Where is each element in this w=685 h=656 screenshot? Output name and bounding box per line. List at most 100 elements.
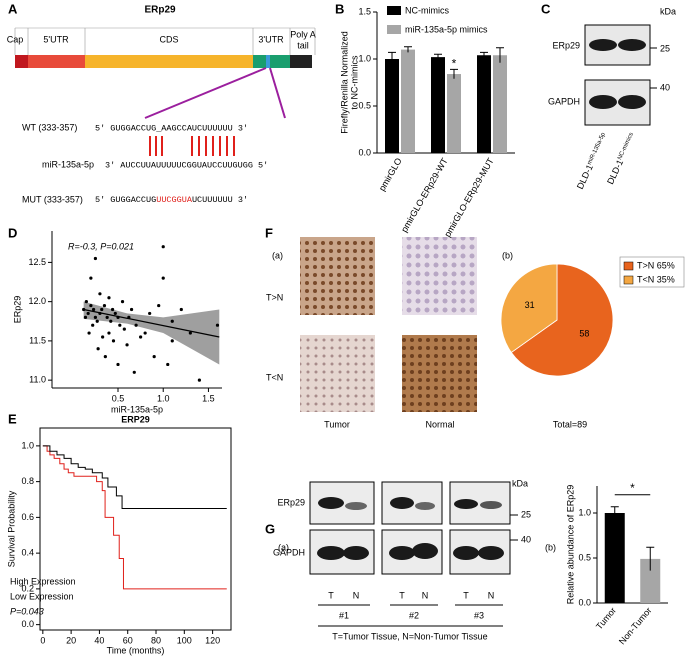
marker-label: 40 <box>521 534 531 544</box>
error-bar <box>404 46 412 53</box>
gene-title: ERp29 <box>144 5 176 16</box>
point <box>157 303 161 308</box>
unit-label: kDa <box>512 478 528 488</box>
x-tick-label: pmirGLO <box>377 156 404 193</box>
binding-site <box>266 55 270 68</box>
bar <box>477 55 491 153</box>
y-tick-label: 11.0 <box>29 375 46 385</box>
seq-mutated: UUCGGUA <box>156 195 193 205</box>
point <box>93 315 98 319</box>
region-label: Poly A <box>290 29 316 39</box>
y-tick-label: 0.4 <box>21 548 34 558</box>
legend-label: Low Expression <box>10 591 74 601</box>
y-tick-label: 0.5 <box>578 552 591 562</box>
point <box>170 339 174 343</box>
band <box>618 95 646 109</box>
mut-sequence: 5' GUGGACCUGUUCGGUAUCUUUUUU 3' <box>95 195 248 205</box>
region-label: CDS <box>159 34 178 44</box>
survival-curve <box>42 445 227 590</box>
region-label: 5'UTR <box>43 34 69 44</box>
group-label: #2 <box>409 610 419 620</box>
legend-frame <box>619 256 685 288</box>
error-bar <box>480 51 488 59</box>
point <box>116 362 120 367</box>
fit-line <box>83 308 220 338</box>
point <box>120 300 125 304</box>
seq-part: 5' GUGGACCUG <box>95 195 156 205</box>
point <box>113 311 117 316</box>
error-bar <box>434 53 442 60</box>
chart-title: ERP29 <box>121 414 150 424</box>
band-label: GAPDH <box>548 96 580 106</box>
zoom-line <box>269 67 286 119</box>
row-label: T<N <box>266 372 283 382</box>
bar <box>640 558 661 603</box>
wt-sequence: 5' GUGGACCUG_AAGCCAUCUUUUUU 3' <box>95 123 248 133</box>
cds-region <box>85 55 253 68</box>
zoom-line <box>144 67 267 119</box>
wt-label: WT (333-357) <box>22 122 77 132</box>
y-tick-label: 1.0 <box>21 440 34 450</box>
y-axis-label: Relative abundance of ERp29 <box>565 485 575 605</box>
col-label: Tumor <box>324 419 350 429</box>
legend-label: T<N 35% <box>637 274 675 284</box>
y-tick-label: 1.0 <box>578 507 591 517</box>
legend-label: High Expression <box>10 576 76 586</box>
point <box>96 347 100 351</box>
point <box>170 319 174 323</box>
legend-swatch <box>623 275 634 285</box>
x-axis-label: Time (months) <box>107 645 165 655</box>
annotation: P=0.043 <box>10 606 44 616</box>
y-axis-label: Survival Probability <box>6 490 16 567</box>
point <box>86 311 90 316</box>
point <box>93 256 98 261</box>
point <box>132 370 136 374</box>
mir-label: miR-135a-5p <box>42 159 94 169</box>
error-bar <box>496 47 504 63</box>
lane-label: N <box>353 590 360 600</box>
lane-label: T <box>328 590 334 600</box>
band-label: GAPDH <box>273 547 305 557</box>
y-tick-label: 0.5 <box>358 100 371 110</box>
point <box>91 323 95 327</box>
point <box>105 315 109 319</box>
col-label: Normal <box>425 419 454 429</box>
legend-label: NC-mimics <box>405 5 449 15</box>
sub-label: (a) <box>278 542 289 552</box>
y-axis-label: ERp29 <box>12 296 22 324</box>
annotation: R=-0.3, P=0.021 <box>68 241 134 251</box>
footnote: T=Tumor Tissue, N=Non-Tumor Tissue <box>332 631 487 641</box>
x-tick-label: 60 <box>123 635 133 645</box>
lane-sup: NC-mimics <box>617 132 635 161</box>
point <box>98 292 102 296</box>
point <box>107 331 111 335</box>
error-bar <box>450 68 458 79</box>
y-tick-label: 0.2 <box>21 583 34 593</box>
bar <box>431 57 445 154</box>
y-tick-label: 0.8 <box>21 476 34 486</box>
band <box>589 39 617 51</box>
marker-label: 25 <box>521 509 531 519</box>
y-tick-label: 12.5 <box>28 257 46 267</box>
region-label: 3'UTR <box>258 34 284 44</box>
annotation: * <box>630 481 635 495</box>
y-tick-label: 0.0 <box>358 147 371 157</box>
x-tick-label: pmirGLO-ERp29-MUT <box>442 156 496 239</box>
tissue-image <box>300 335 375 412</box>
bar <box>401 49 415 153</box>
point <box>87 331 91 335</box>
point <box>139 335 143 339</box>
point <box>95 319 99 323</box>
point <box>143 331 147 335</box>
error-bar <box>646 546 655 571</box>
x-tick-label: 120 <box>205 635 220 645</box>
lane-base: DLD-1 <box>575 163 595 191</box>
point <box>166 362 170 367</box>
point <box>100 307 104 312</box>
panel-g: (a) (b) kDa ERp29 GAPDH 25 40 T N T N T … <box>273 478 556 641</box>
x-tick-label: Non-Tumor <box>617 605 654 646</box>
lane-label: T <box>463 590 469 600</box>
lane-label: N <box>488 590 495 600</box>
x-tick-label: 1.5 <box>202 393 215 403</box>
